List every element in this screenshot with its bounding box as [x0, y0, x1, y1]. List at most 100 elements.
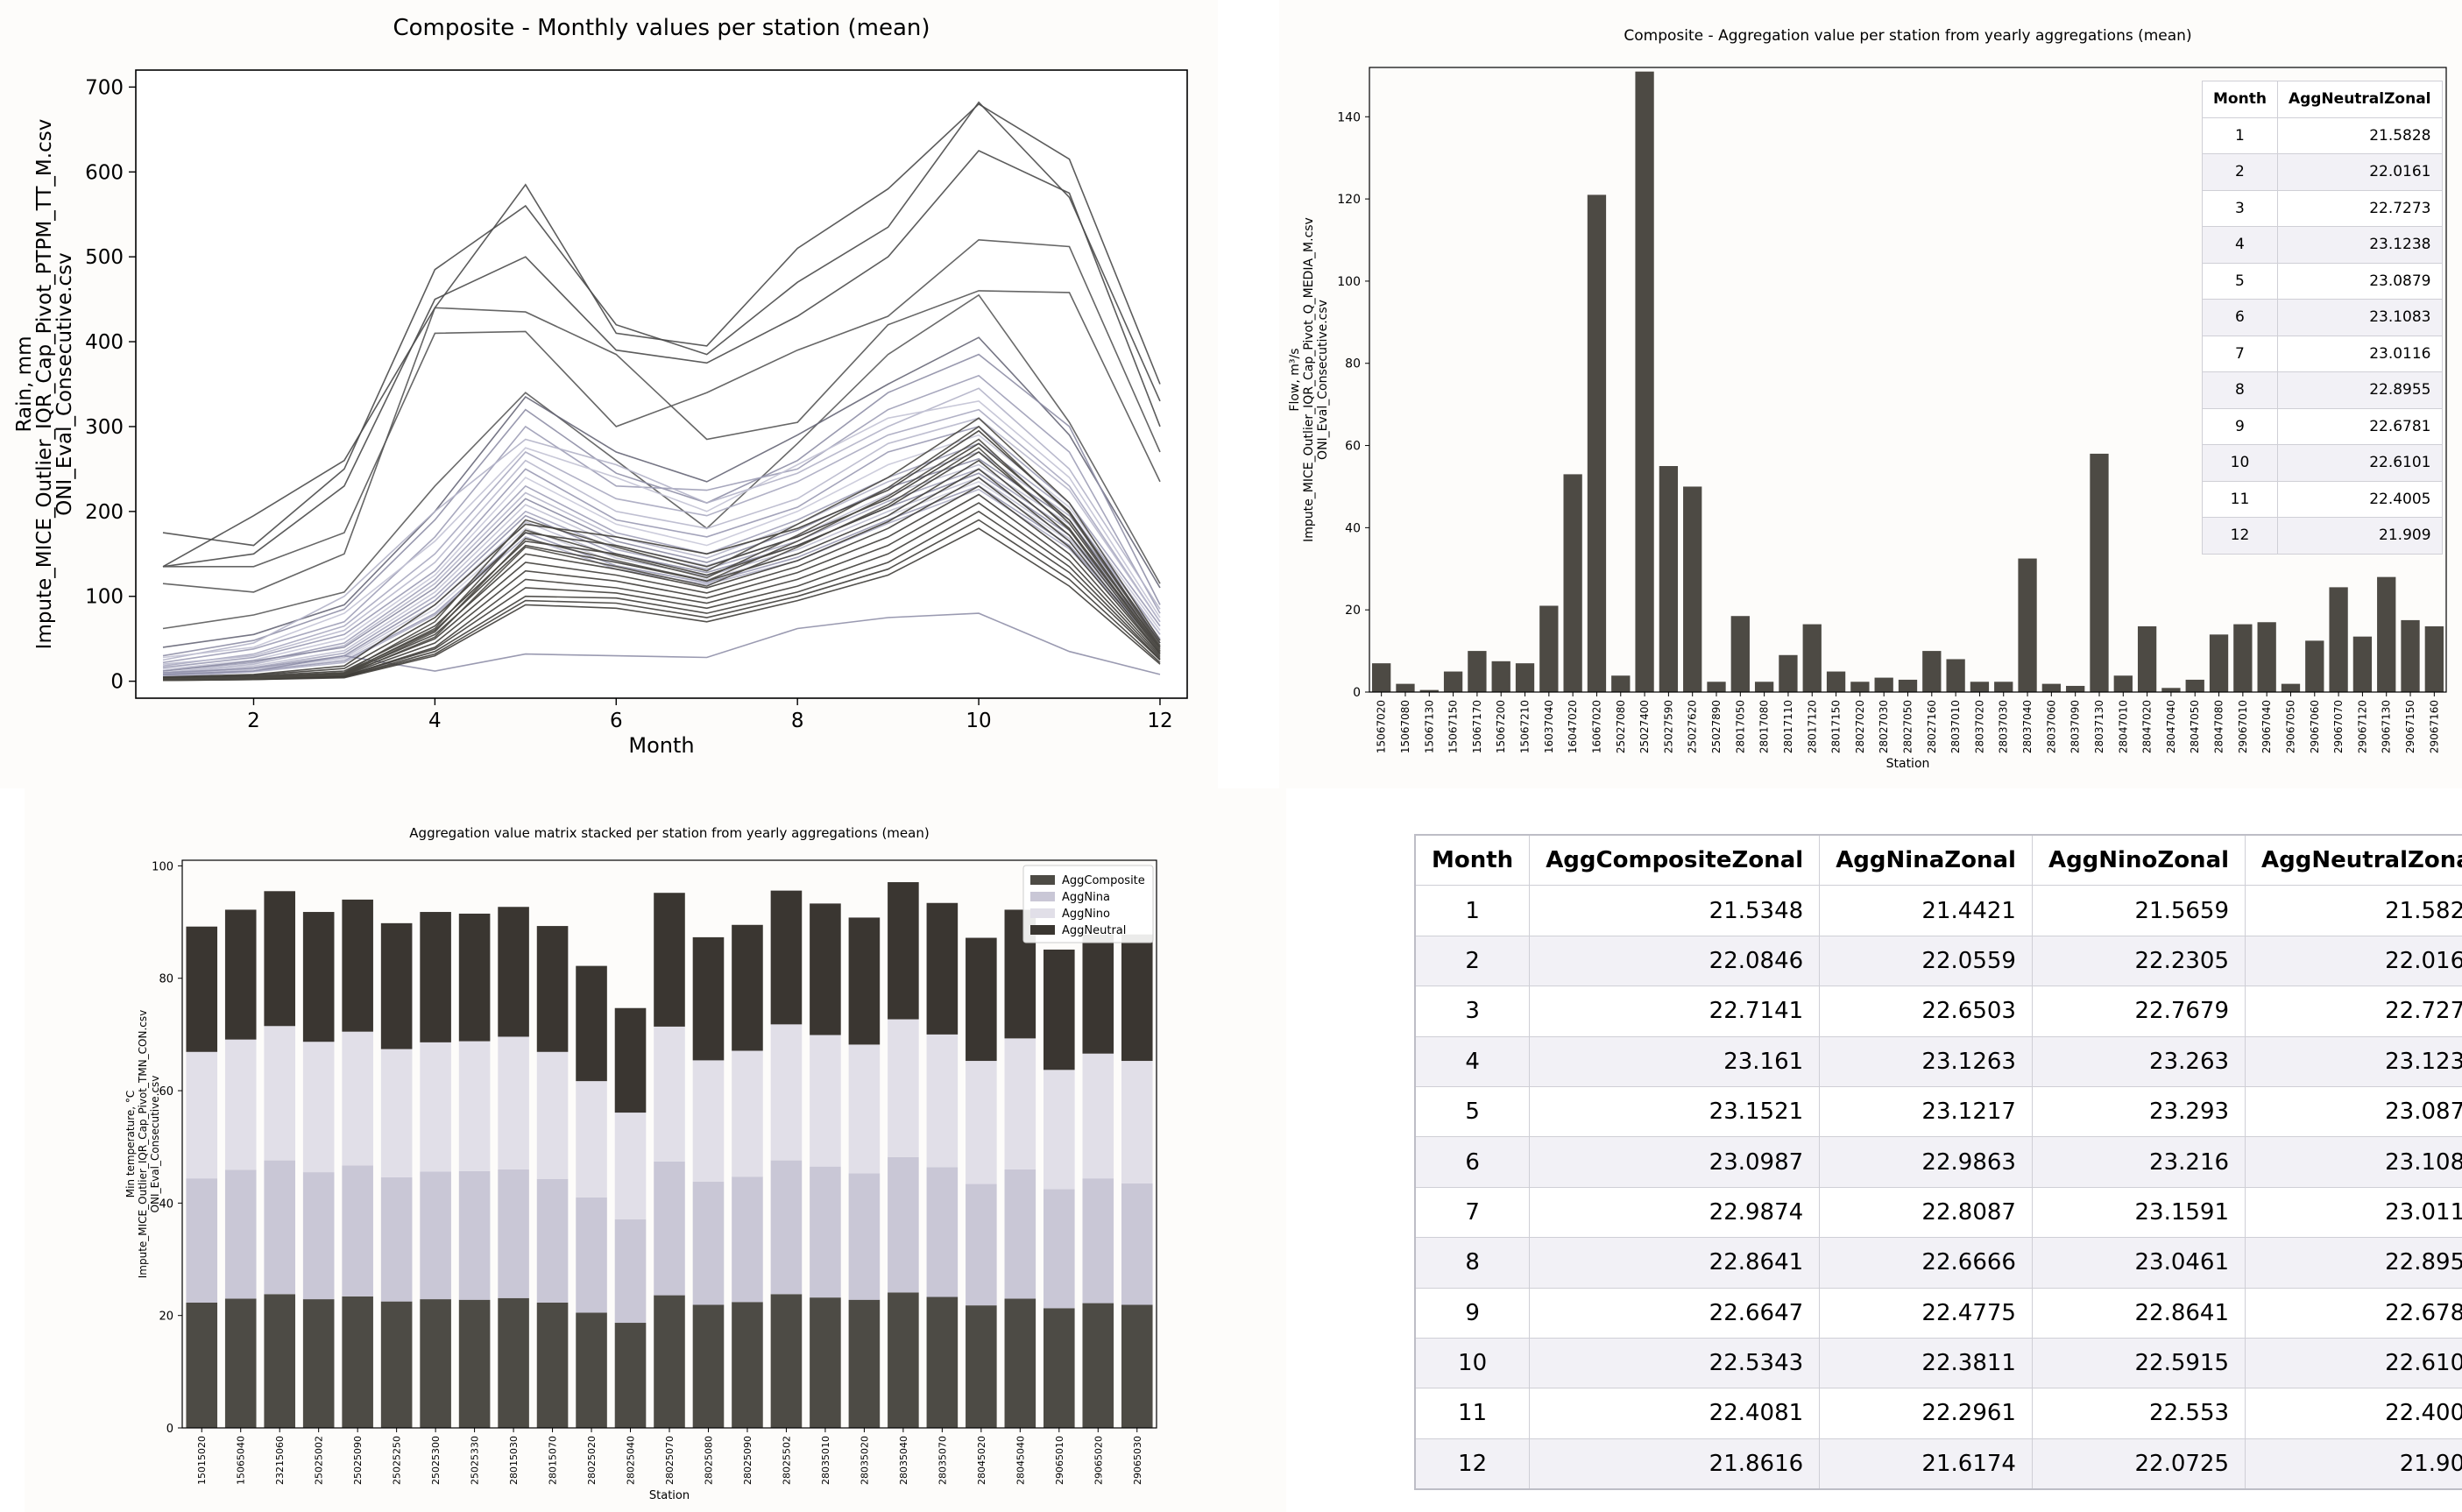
y-tick-label: 500 — [85, 246, 124, 269]
bar — [2041, 683, 2062, 692]
value-cell: 21.8616 — [1529, 1438, 1821, 1490]
bar-segment-aggneutral — [1121, 934, 1153, 1062]
bar-segment-aggnina — [848, 1173, 881, 1300]
value-cell: 23.1083 — [2245, 1136, 2462, 1188]
bar — [1707, 682, 1726, 692]
x-tick-label: 15067200 — [1495, 700, 1507, 753]
y-axis-label-line: Impute_MICE_Outlier_IQR_Cap_Pivot_Q_MEDI… — [1302, 217, 1316, 542]
table-row: 5 23.0879 — [2202, 262, 2443, 300]
table-row: 2 22.0161 — [2202, 153, 2443, 191]
bar-segment-aggcomposite — [926, 1297, 959, 1428]
y-tick-label: 80 — [1345, 357, 1361, 371]
x-tick-label: 28045040 — [1015, 1436, 1026, 1485]
bar — [1754, 682, 1774, 692]
x-tick-label: 28035040 — [898, 1436, 909, 1485]
x-tick-label: 28035010 — [820, 1436, 831, 1485]
y-axis-label: Min temperature, °CImpute_MICE_Outlier_I… — [124, 1010, 161, 1279]
stacked-bar-chart: 15015020 15065040 23215060 25025002 25025090… — [124, 825, 1157, 1502]
x-tick-label: 28037060 — [2045, 700, 2057, 753]
legend-swatch — [1030, 892, 1055, 901]
x-tick-label: 28037030 — [1998, 700, 2010, 753]
month-cell: 3 — [1414, 986, 1531, 1037]
stacked-bar-chart-panel: 15015020 15065040 23215060 25025002 25025090… — [25, 788, 1286, 1512]
x-tick-label: 28025040 — [626, 1436, 637, 1485]
bar-segment-aggnino — [458, 1041, 491, 1171]
x-tick-label: 29067010 — [2237, 700, 2249, 753]
x-axis-label: Station — [649, 1489, 690, 1502]
month-cell: 5 — [1414, 1085, 1531, 1138]
bar — [1850, 682, 1870, 692]
month-cell: 6 — [1414, 1136, 1531, 1188]
value-cell: 22.6781 — [2276, 407, 2443, 445]
bar-segment-aggcomposite — [770, 1294, 803, 1428]
bar-segment-aggcomposite — [692, 1304, 725, 1428]
month-cell: 11 — [1414, 1388, 1531, 1439]
bar-segment-aggnino — [302, 1042, 335, 1173]
y-tick-label: 0 — [1353, 686, 1361, 700]
x-tick-label: 28037130 — [2093, 700, 2105, 753]
bar-segment-aggcomposite — [1082, 1303, 1114, 1428]
value-cell: 22.5915 — [2031, 1337, 2246, 1389]
bar-segment-aggnino — [966, 1061, 997, 1184]
bar — [1946, 659, 1965, 692]
value-cell: 23.1238 — [2245, 1035, 2462, 1087]
bar-segment-aggcomposite — [614, 1323, 647, 1428]
bar-segment-aggcomposite — [1044, 1308, 1075, 1428]
y-axis-label-line: Min temperature, °C — [124, 1091, 137, 1198]
y-tick-label: 100 — [152, 860, 173, 873]
y-tick-label: 40 — [159, 1198, 173, 1211]
bar-segment-aggcomposite — [966, 1305, 997, 1428]
x-tick-label: 15067080 — [1399, 700, 1411, 753]
month-cell: 2 — [2202, 153, 2278, 191]
month-cell: 4 — [2202, 226, 2278, 264]
bar-segment-aggnina — [614, 1219, 647, 1324]
series-line-39 — [162, 425, 1161, 681]
y-axis-label-line: ONI_Eval_Consecutive.csv — [149, 1076, 161, 1213]
bar-segment-aggnina — [654, 1161, 685, 1296]
x-tick-label: 15065040 — [236, 1436, 247, 1485]
bar — [2257, 622, 2276, 692]
table-row: 9 22.6781 — [2202, 407, 2443, 445]
series-line-14 — [162, 434, 1161, 670]
x-tick-label: 28025090 — [742, 1436, 753, 1485]
bar-segment-aggneutral — [966, 937, 997, 1062]
bar-segment-aggnino — [732, 1050, 763, 1177]
value-cell: 23.0116 — [2276, 335, 2443, 372]
value-cell: 23.216 — [2031, 1136, 2246, 1188]
y-tick-label: 100 — [1337, 275, 1361, 289]
bar — [2281, 683, 2301, 692]
bar-segment-aggneutral — [186, 926, 218, 1052]
legend-box — [1022, 865, 1154, 943]
chart-title: Composite - Aggregation value per statio… — [1624, 27, 2191, 45]
bar-segment-aggcomposite — [1121, 1304, 1153, 1428]
x-tick-label: 28025070 — [664, 1436, 676, 1485]
series-line-8 — [162, 374, 1161, 664]
x-tick-label: 28037010 — [1949, 700, 1962, 753]
bar-segment-aggnino — [1121, 1061, 1153, 1183]
bar-segment-aggcomposite — [498, 1297, 529, 1428]
x-tick-label: 28027050 — [1902, 700, 1914, 753]
bar-segment-aggcomposite — [848, 1299, 881, 1428]
x-tick-label: 28047080 — [2213, 700, 2225, 753]
x-tick-label: 25027080 — [1615, 700, 1627, 753]
series-line-26 — [162, 429, 1161, 678]
bar — [1587, 194, 1607, 692]
bar-segment-aggneutral — [614, 1007, 647, 1113]
x-tick-label: 28015070 — [548, 1436, 559, 1485]
series-line-34 — [162, 502, 1161, 681]
series-line-13 — [162, 426, 1161, 668]
bar-segment-aggnino — [848, 1044, 881, 1174]
bar-segment-aggnino — [654, 1026, 685, 1162]
table-header: AggCompositeZonal — [1529, 834, 1821, 887]
x-tick-label: 28037040 — [2021, 700, 2034, 753]
bar — [1826, 671, 1846, 692]
bar-segment-aggneutral — [420, 912, 451, 1042]
value-cell: 22.7273 — [2276, 189, 2443, 227]
bar-segment-aggneutral — [692, 936, 725, 1061]
value-cell: 21.6174 — [1819, 1438, 2033, 1490]
bar — [2161, 688, 2181, 692]
bar — [2305, 640, 2324, 692]
